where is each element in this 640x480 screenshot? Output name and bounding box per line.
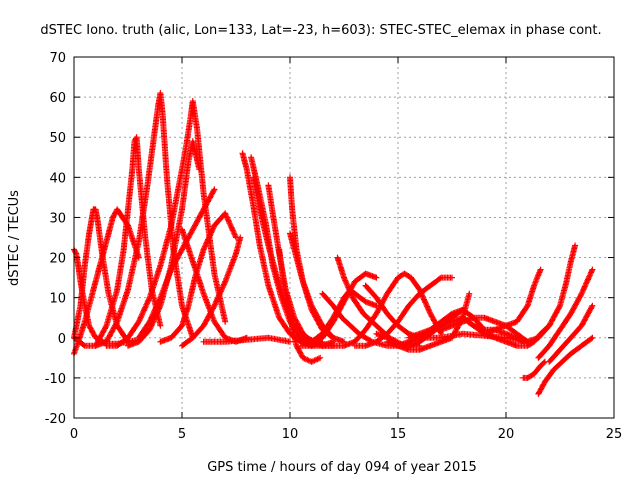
- y-tick-label: 60: [49, 91, 66, 106]
- x-tick-label: 20: [498, 427, 515, 442]
- series-markers: [287, 230, 347, 345]
- data-series: [520, 358, 548, 381]
- series-markers: [546, 302, 596, 365]
- x-tick-label: 5: [178, 427, 186, 442]
- x-tick-label: 10: [282, 427, 299, 442]
- series-markers: [535, 334, 596, 397]
- data-series: [513, 242, 579, 345]
- series-markers: [200, 334, 293, 345]
- series-markers: [103, 98, 229, 349]
- data-marks: [71, 90, 596, 397]
- y-tick-label: 10: [49, 292, 66, 307]
- x-tick-label: 15: [390, 427, 407, 442]
- y-axis-label: dSTEC / TECUs: [7, 190, 22, 286]
- series-markers: [276, 246, 324, 365]
- series-markers: [535, 266, 596, 361]
- y-tick-label: 70: [49, 51, 66, 66]
- y-tick-label: 30: [49, 211, 66, 226]
- x-tick-label: 0: [70, 427, 78, 442]
- data-series: [546, 302, 596, 365]
- data-series: [179, 234, 244, 349]
- x-axis-label: GPS time / hours of day 094 of year 2015: [207, 460, 477, 475]
- y-tick-label: 50: [49, 131, 66, 146]
- y-tick-label: -10: [45, 372, 66, 387]
- series-markers: [351, 274, 455, 349]
- data-series: [481, 266, 544, 337]
- series-markers: [135, 186, 218, 341]
- data-series: [351, 274, 455, 349]
- plot-frame: [73, 56, 615, 419]
- data-series: [239, 150, 326, 349]
- data-series: [200, 334, 293, 345]
- x-tick-label: 25: [606, 427, 623, 442]
- y-tick-label: 0: [58, 332, 66, 347]
- data-series: [157, 210, 239, 345]
- data-series: [535, 266, 596, 361]
- data-series: [362, 282, 423, 341]
- data-series: [276, 246, 324, 365]
- data-series: [135, 186, 218, 341]
- y-tick-label: 20: [49, 252, 66, 267]
- series-markers: [179, 234, 244, 349]
- data-series: [287, 230, 347, 345]
- series-markers: [157, 210, 239, 345]
- series-markers: [513, 242, 579, 345]
- y-tick-label: 40: [49, 171, 66, 186]
- chart-title: dSTEC Iono. truth (alic, Lon=133, Lat=-2…: [40, 23, 601, 38]
- series-markers: [239, 150, 326, 349]
- series-markers: [362, 282, 423, 341]
- axis-ticks: 0 5 10 15 20 25 -20 -10 0 10 20 30 40 50 60 70: [45, 51, 623, 442]
- y-tick-label: -20: [45, 412, 66, 427]
- data-series: [535, 334, 596, 397]
- series-markers: [520, 358, 548, 381]
- data-series: [103, 98, 229, 349]
- series-markers: [481, 266, 544, 337]
